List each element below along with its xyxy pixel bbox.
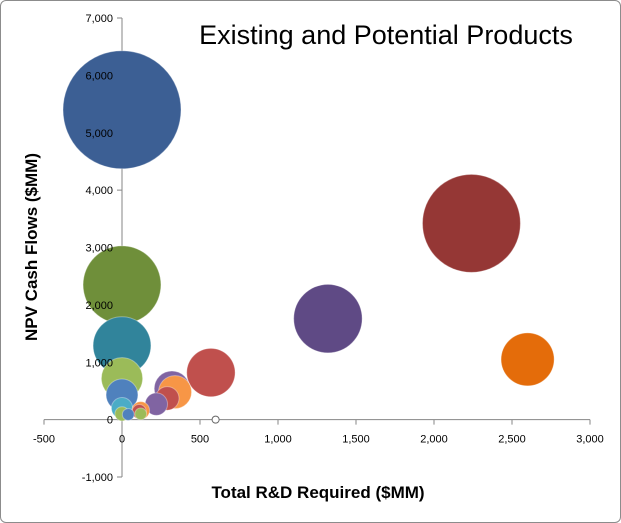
y-tick-label: 3,000 [85,243,113,255]
y-axis-label: NPV Cash Flows ($MM) [22,153,41,341]
bubble [62,50,182,170]
y-tick-label: 5,000 [85,128,113,140]
y-tick-label: 6,000 [85,70,113,82]
x-axis-label: Total R&D Required ($MM) [211,483,424,502]
y-tick-label: 0 [107,415,113,427]
x-tick-label: 500 [191,434,209,446]
bubble [186,347,236,398]
bubble [500,332,555,387]
x-tick-labels: -500 0 500 1,000 1,500 2,000 2,500 3,000 [33,434,604,446]
x-tick-label: 1,000 [264,434,292,446]
bubble [293,283,363,354]
y-tick-label: -1,000 [82,472,113,484]
bubbles [62,50,555,424]
y-tick-label: 2,000 [85,300,113,312]
chart-title: Existing and Potential Products [199,20,573,50]
x-tick-label: -500 [33,434,55,446]
bubble [421,173,521,273]
bubble [134,407,148,421]
x-tick-label: 0 [119,434,125,446]
x-tick-label: 2,500 [498,434,526,446]
x-tick-label: 1,500 [342,434,370,446]
bubble [82,245,162,325]
bubble [211,415,220,424]
x-tick-label: 2,000 [420,434,448,446]
y-tick-label: 1,000 [85,357,113,369]
y-tick-label: 7,000 [85,13,113,25]
bubble [121,408,135,421]
y-tick-label: 4,000 [85,185,113,197]
x-tick-label: 3,000 [576,434,604,446]
y-tick-labels: -1,000 0 1,000 2,000 3,000 4,000 5,000 6,000 7,0… [82,13,113,484]
